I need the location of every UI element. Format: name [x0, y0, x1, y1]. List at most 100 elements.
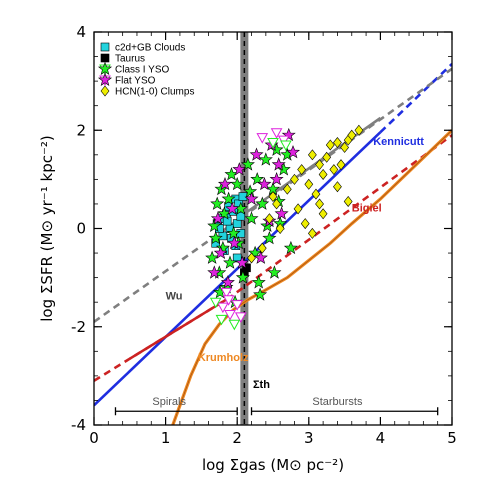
- class-i-yso-upper-limits-point: [209, 297, 222, 309]
- legend-square-icon: [100, 42, 110, 52]
- x-tick-label: 3: [304, 429, 314, 447]
- class-i-yso-upper-limits-point: [215, 314, 228, 326]
- threshold-label: Σth: [253, 379, 270, 391]
- legend-star-icon: [97, 72, 113, 87]
- class-i-yso-point: [267, 265, 282, 279]
- legend-label: c2d+GB Clouds: [115, 43, 185, 54]
- hcn-1-0-clumps-point: [318, 208, 328, 220]
- threshold-band: Σth: [240, 32, 270, 425]
- hcn-1-0-clumps-point: [265, 213, 274, 225]
- hcn-1-0-clumps-point: [307, 149, 317, 161]
- legend-label: Class I YSO: [115, 65, 169, 76]
- krumholz-label: Krumholz: [198, 352, 249, 364]
- range-starbursts: Starbursts: [250, 396, 439, 416]
- flat-yso-upper-limits-point: [234, 312, 247, 323]
- range-label: Starbursts: [312, 396, 363, 408]
- class-i-yso-point: [208, 230, 223, 245]
- flat-yso-upper-limits-point: [224, 309, 236, 321]
- hcn-1-0-clumps-point: [257, 242, 267, 254]
- hcn-1-0-clumps-point: [333, 137, 342, 149]
- hcn-1-0-clumps-point: [275, 223, 285, 234]
- class-i-yso-point: [255, 196, 270, 210]
- x-tick-label: 4: [376, 429, 386, 447]
- flat-yso-point: [271, 157, 286, 171]
- class-i-yso-point: [241, 157, 255, 171]
- hcn-1-0-clumps-point: [304, 178, 314, 190]
- data-points: [205, 124, 364, 331]
- axes: 0 1 2 3 4 5 -4 -2 0 2 4 log Σgas (M⊙ pc⁻²) log ΣSFR …: [38, 23, 457, 474]
- class-i-yso-point: [251, 275, 266, 289]
- y-tick-label: 2: [76, 121, 86, 139]
- x-axis-label: log Σgas (M⊙ pc⁻²): [202, 456, 344, 474]
- class-i-yso-upper-limits-point: [228, 319, 241, 331]
- flat-yso-point: [220, 275, 235, 289]
- legend-label: HCN(1-0) Clumps: [115, 87, 194, 98]
- flat-yso-point: [232, 162, 247, 176]
- c2d-gb-clouds-point: [238, 192, 248, 201]
- legend-label: Taurus: [115, 54, 145, 65]
- flat-yso-point: [253, 250, 268, 264]
- y-tick-label: -4: [71, 416, 86, 434]
- flat-yso-upper-limits-point: [217, 302, 229, 314]
- flat-yso-point: [249, 147, 264, 161]
- class-i-yso-point: [262, 230, 277, 245]
- x-tick-label: 1: [161, 429, 171, 447]
- hcn-1-0-clumps-point: [318, 168, 328, 180]
- c2d-gb-clouds-point: [236, 229, 246, 238]
- hcn-1-0-clumps-point: [333, 181, 342, 193]
- legend-item-taurus: Taurus: [100, 54, 145, 65]
- flat-yso-point: [213, 245, 228, 259]
- hcn-1-0-clumps-point: [307, 227, 317, 239]
- x-tick-label: 2: [232, 429, 242, 447]
- hcn-1-0-clumps-point: [297, 164, 307, 176]
- y-tick-label: 0: [76, 220, 86, 238]
- krumholz-line-solid: [171, 129, 452, 425]
- flat-yso-upper-limits-point: [231, 300, 244, 311]
- legend-item-flat-yso: Flat YSO: [97, 72, 156, 87]
- flat-yso-point: [225, 201, 240, 215]
- flat-yso-upper-limits-point: [270, 128, 283, 139]
- flat-yso-upper-limits-point: [256, 133, 269, 144]
- flat-yso-upper-limits-point: [222, 295, 235, 306]
- flat-yso-point: [244, 191, 259, 205]
- legend-label: Flat YSO: [115, 76, 156, 87]
- line-annotations: Kennicutt Bigiel Wu Krumholz: [166, 136, 425, 364]
- flat-yso-point: [274, 206, 289, 220]
- class-i-yso-point: [226, 226, 241, 240]
- hcn-1-0-clumps-point: [272, 198, 281, 210]
- hcn-1-0-clumps-point: [325, 139, 335, 151]
- hcn-1-0-clumps-point: [315, 198, 324, 210]
- fit-lines: [94, 62, 452, 425]
- flat-yso-point: [286, 145, 301, 159]
- c2d-gb-clouds-point: [232, 219, 242, 228]
- flat-yso-point: [257, 176, 272, 191]
- hcn-1-0-clumps-point: [247, 252, 256, 264]
- class-i-yso-point: [283, 240, 298, 255]
- hcn-1-0-clumps-point: [282, 183, 292, 195]
- hcn-1-0-clumps-point: [311, 188, 321, 200]
- flat-yso-point: [217, 176, 233, 191]
- bigiel-label: Bigiel: [352, 202, 382, 214]
- legend-item-hcn-1-0-clumps: HCN(1-0) Clumps: [100, 85, 194, 98]
- hcn-1-0-clumps-point: [340, 141, 349, 153]
- flat-yso-point: [227, 235, 242, 250]
- flat-yso-point: [269, 172, 284, 186]
- class-i-yso-point: [221, 191, 236, 205]
- y-axis-label: log ΣSFR (M⊙ yr⁻¹ kpc⁻²): [38, 135, 56, 322]
- kennicutt-label: Kennicutt: [373, 136, 424, 148]
- class-i-yso-point: [235, 270, 250, 284]
- class-i-yso-point: [205, 250, 220, 264]
- legend-star-icon: [97, 61, 113, 76]
- krumholz-line-core: [172, 130, 452, 425]
- class-i-yso-point: [223, 255, 238, 269]
- hcn-1-0-clumps-point: [290, 173, 299, 185]
- hcn-1-0-clumps-point: [336, 159, 346, 171]
- hcn-1-0-clumps-point: [347, 129, 357, 141]
- hcn-1-0-clumps-point: [329, 164, 339, 176]
- y-tick-label: -2: [71, 318, 86, 336]
- class-i-yso-point: [253, 287, 268, 301]
- x-tick-label: 5: [447, 429, 457, 447]
- bigiel-line-dashed: [94, 134, 452, 382]
- hcn-1-0-clumps-point: [268, 191, 278, 203]
